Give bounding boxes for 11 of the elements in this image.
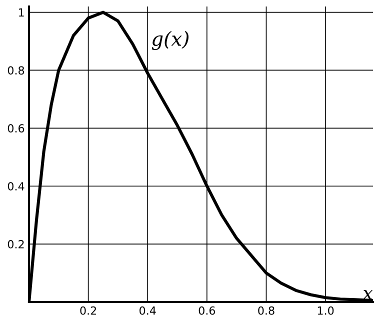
annotation: g(x) [152,30,188,50]
y-tick-label: 0.2 [8,240,24,248]
x-tick-label: 0.2 [80,306,96,315]
x-tick-label: 0.8 [258,306,274,315]
y-tick-label: 0.6 [8,124,24,133]
y-tick-label: 0.8 [8,66,24,75]
x-tick-label: 0.4 [140,306,156,315]
y-tick-label: 1 [18,8,24,16]
y-tick-label: 0.4 [8,182,24,190]
x-tick-label: 0.6 [198,306,216,315]
x-tick-label: 1.0 [318,306,334,315]
